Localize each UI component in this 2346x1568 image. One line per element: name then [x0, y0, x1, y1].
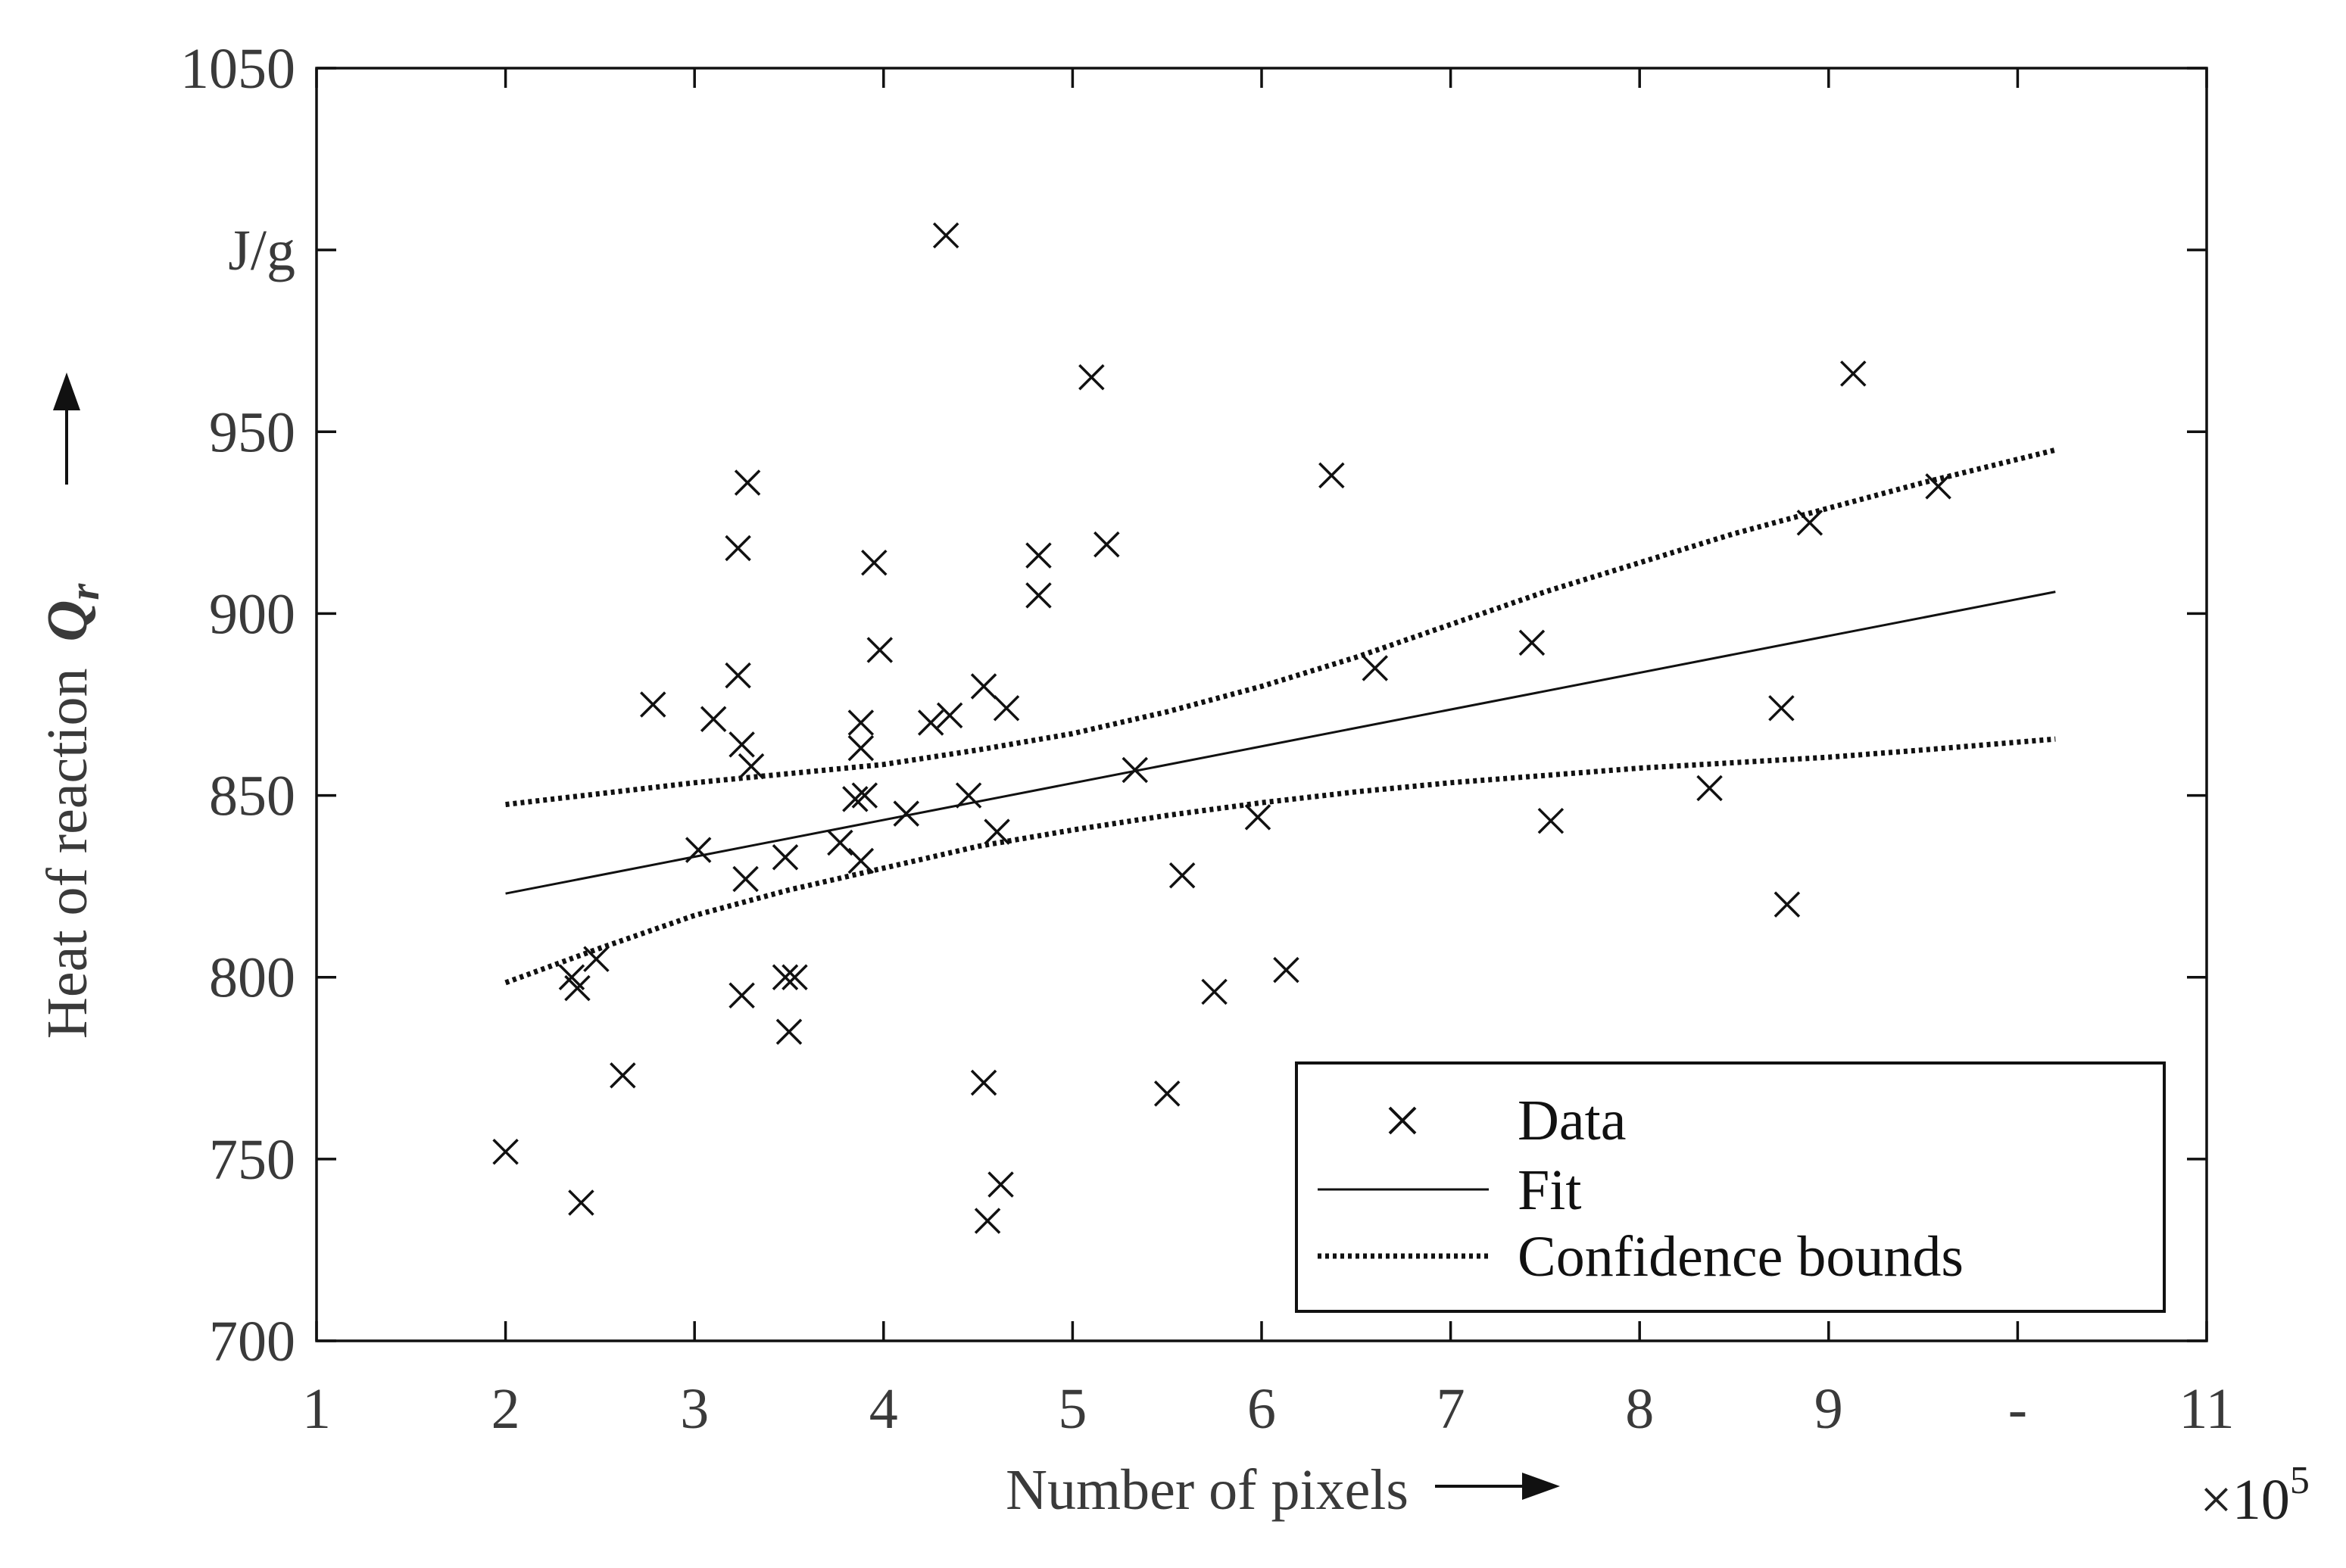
y-tick-label: 850 [209, 765, 295, 828]
y-axis-label: Heat of reaction Qr [36, 583, 108, 1039]
data-point [492, 1139, 519, 1165]
data-point [583, 946, 610, 972]
data-point [640, 691, 666, 718]
legend-box [1295, 1061, 2166, 1313]
y-axis-ticks: 700 750 800 850 900 950 J/g 1050 [180, 37, 2207, 1373]
data-point [847, 709, 875, 736]
x-tick-label: - [2008, 1377, 2027, 1441]
data-point [772, 964, 799, 990]
x-tick-label: 3 [680, 1377, 709, 1441]
data-point [866, 637, 894, 663]
data-point [568, 1189, 594, 1216]
x-axis-arrow [1435, 1473, 1560, 1500]
y-tick-label: J/g [228, 219, 295, 282]
data-point [917, 709, 944, 736]
confidence-bound-line [505, 447, 2057, 808]
data-point [1318, 462, 1345, 489]
data-point [955, 782, 982, 809]
x-axis-ticks: 1 2 3 4 5 6 7 8 9 - 11 [302, 68, 2235, 1441]
data-point [1093, 531, 1120, 558]
y-axis-arrow [53, 373, 80, 485]
legend-label-confidence-bounds: Confidence bounds [1518, 1225, 1964, 1289]
y-tick-label: 950 [209, 401, 295, 464]
x-tick-label: 1 [302, 1377, 331, 1441]
x-tick-label: 9 [1814, 1377, 1843, 1441]
data-point [847, 734, 875, 762]
data-point [1078, 364, 1105, 391]
data-point [1518, 629, 1546, 656]
data-point [725, 535, 751, 562]
data-point [970, 1069, 997, 1096]
data-point [1201, 978, 1228, 1005]
data-point [1537, 807, 1565, 834]
data-point [970, 673, 997, 700]
series-layer [492, 222, 2069, 1234]
y-axis-title: Heat of reaction Qr [36, 583, 108, 1039]
confidence-bound-line [504, 736, 2056, 986]
x-tick-label: 4 [869, 1377, 898, 1441]
data-point [728, 731, 755, 758]
data-point [610, 1062, 636, 1089]
legend-label-fit: Fit [1518, 1158, 1582, 1222]
y-tick-label: 1050 [180, 37, 295, 101]
data-point [1153, 1080, 1181, 1107]
x-tick-label: 5 [1058, 1377, 1087, 1441]
data-point [1925, 473, 1951, 500]
data-point [1774, 891, 1801, 918]
data-point [851, 782, 878, 809]
data-point [728, 982, 755, 1008]
data-point [842, 786, 869, 812]
data-point [993, 695, 1020, 722]
data-point [1244, 804, 1271, 831]
data-point [1768, 695, 1795, 722]
x-tick-label: 11 [2179, 1377, 2234, 1441]
data-point [1362, 655, 1388, 681]
data-point [827, 829, 853, 856]
x-tick-label: 7 [1437, 1377, 1465, 1441]
data-point [974, 1208, 1001, 1234]
y-tick-label: 700 [209, 1310, 295, 1373]
x-tick-label: 8 [1625, 1377, 1654, 1441]
data-point [861, 549, 888, 576]
data-point [1273, 956, 1299, 984]
data-point [781, 964, 808, 990]
data-point [936, 702, 963, 729]
data-point [700, 706, 727, 732]
data-point [932, 222, 959, 249]
y-tick-label: 900 [209, 582, 295, 646]
fit-line [505, 591, 2056, 895]
x-multiplier-label: ×105 [2200, 1459, 2310, 1532]
data-point [1696, 775, 1723, 802]
y-tick-label: 750 [209, 1128, 295, 1192]
x-tick-label: 2 [491, 1377, 520, 1441]
legend: Data Fit Confidence bounds [1295, 1061, 2166, 1313]
data-point [775, 1018, 803, 1045]
data-point [564, 974, 591, 1002]
data-point [1840, 360, 1867, 387]
data-point [893, 800, 919, 827]
legend-data-marker [1388, 1106, 1417, 1135]
data-point [734, 469, 761, 496]
data-point [1168, 862, 1196, 889]
data-point [772, 843, 799, 871]
data-point [1025, 582, 1052, 609]
legend-label-data: Data [1518, 1089, 1626, 1152]
data-point [732, 865, 759, 893]
x-axis-label: Number of pixels [1006, 1458, 1409, 1522]
data-point [987, 1171, 1014, 1198]
data-point [725, 662, 751, 689]
x-tick-label: 6 [1247, 1377, 1276, 1441]
y-tick-label: 800 [209, 946, 295, 1010]
data-point [984, 818, 1010, 845]
data-point [738, 753, 765, 780]
data-point [1025, 542, 1052, 569]
